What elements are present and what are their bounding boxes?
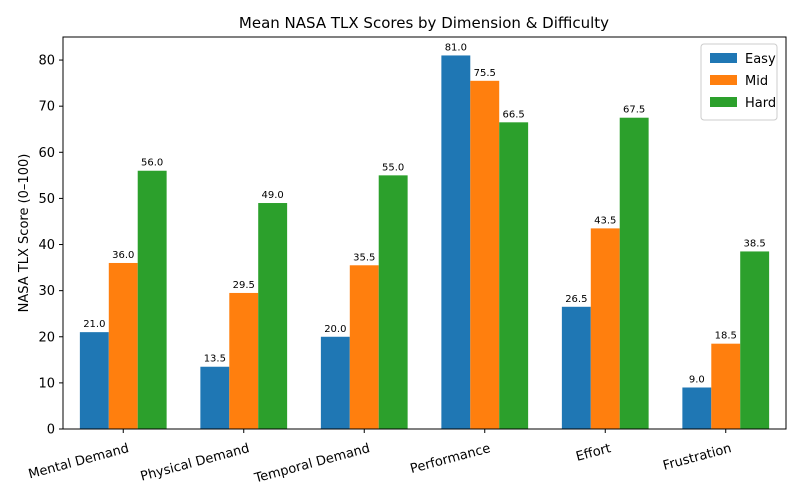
bar-value-labels: 21.0 36.0 56.0 13.5 29.5 49.0 20.0 35.5 55.0 81.0… [83,42,766,385]
bar-easy-temporal-demand [320,336,350,429]
legend-swatch-mid [710,75,737,85]
y-tick-label: 10 [38,376,55,391]
y-tick-label: 60 [38,146,55,161]
plot-frame [62,36,787,430]
legend-label-mid: Mid [745,74,768,89]
bar-value-label: 56.0 [141,158,163,169]
chart-title: Mean NASA TLX Scores by Dimension & Diff… [239,14,609,32]
bar-easy-frustration [682,387,712,429]
bar-value-label: 38.5 [744,238,766,249]
legend-swatch-hard [710,97,737,107]
x-tick-label: Temporal Demand [252,441,372,486]
bar-value-label: 81.0 [445,42,467,53]
y-tick-label: 40 [38,238,55,253]
legend-label-hard: Hard [745,96,776,111]
bar-hard-effort [619,117,649,430]
bar-value-label: 66.5 [503,109,525,120]
y-axis-label: NASA TLX Score (0–100) [17,154,32,313]
bar-easy-performance [441,55,471,430]
bar-value-label: 29.5 [233,280,255,291]
bar-value-label: 75.5 [474,68,496,79]
bar-value-label: 13.5 [204,354,226,365]
bar-easy-mental-demand [79,332,109,429]
bar-mid-effort [590,228,620,429]
bar-value-label: 21.0 [83,319,105,330]
y-tick-label: 80 [38,54,55,69]
bar-mid-temporal-demand [349,265,379,429]
x-tick-label: Frustration [661,441,733,474]
bar-hard-temporal-demand [378,175,408,429]
bars-layer [79,55,770,430]
y-tick-label: 20 [38,330,55,345]
x-tick-label: Effort [574,441,612,465]
bar-value-label: 67.5 [623,105,645,116]
bar-mid-physical-demand [229,292,259,429]
bar-hard-physical-demand [258,203,288,429]
bar-value-label: 20.0 [324,324,346,335]
bar-value-label: 18.5 [715,331,737,342]
bar-hard-performance [499,122,529,429]
bar-value-label: 49.0 [262,190,284,201]
bar-hard-frustration [740,251,770,429]
bar-mid-frustration [711,343,741,429]
legend: Easy Mid Hard [700,43,778,121]
x-tick-label: Mental Demand [27,441,131,482]
bar-value-label: 35.5 [353,252,375,263]
bar-hard-mental-demand [137,170,167,429]
bar-value-label: 26.5 [565,294,587,305]
bar-mid-performance [470,80,500,429]
legend-label-easy: Easy [745,52,776,67]
x-tick-label: Physical Demand [139,441,251,485]
y-tick-label: 0 [47,423,55,438]
bar-value-label: 55.0 [382,162,404,173]
legend-swatch-easy [710,53,737,63]
bar-value-label: 9.0 [689,374,705,385]
bar-mid-mental-demand [108,262,138,429]
bar-value-label: 36.0 [112,250,134,261]
bar-easy-effort [561,306,591,429]
y-tick-label: 30 [38,284,55,299]
x-tick-label: Performance [409,441,492,477]
y-tick-label: 70 [38,100,55,115]
bar-easy-physical-demand [200,366,230,429]
bar-value-label: 43.5 [594,215,616,226]
y-tick-label: 50 [38,192,55,207]
